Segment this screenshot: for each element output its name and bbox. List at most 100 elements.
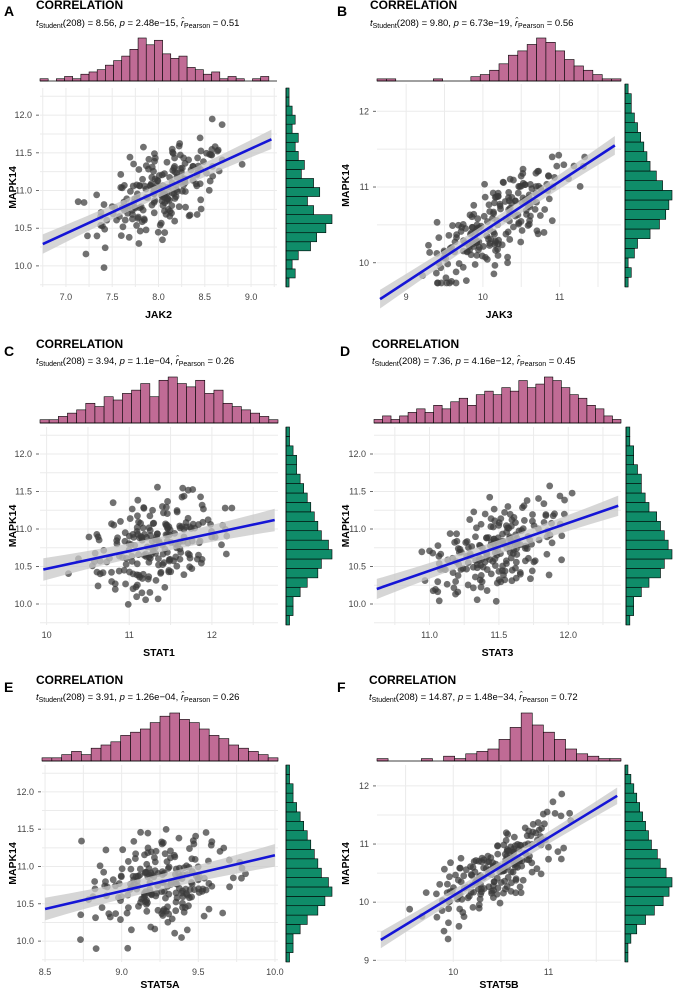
- panel-e-point: [77, 936, 84, 944]
- panel-a-point: [126, 153, 134, 161]
- panel-f-top-bar: [498, 739, 511, 762]
- panel-c-point: [95, 536, 103, 544]
- panel-a-point: [205, 186, 213, 194]
- panel-b-point: [555, 151, 563, 159]
- panel-e-right-bar: [285, 905, 319, 916]
- panel-a-point: [139, 175, 146, 183]
- panel-c-point: [182, 523, 190, 531]
- panel-a-top-bar: [211, 71, 221, 82]
- panel-b-point: [471, 261, 479, 268]
- panel-d-point: [521, 557, 529, 565]
- panel-a-right-bar: [285, 250, 299, 261]
- panel-f-point: [445, 905, 453, 913]
- panel-b-point: [475, 246, 482, 254]
- panel-e-point: [151, 925, 159, 933]
- panel-d-point: [502, 557, 510, 565]
- panel-b-point: [438, 279, 445, 287]
- panel-c-point: [228, 504, 236, 512]
- panel-d-y-axis-title: MAPK14: [340, 505, 352, 548]
- panel-f-point: [496, 899, 504, 907]
- panel-a-top-bar: [64, 76, 73, 82]
- panel-e-right-bar: [285, 877, 329, 888]
- panel-f-point: [462, 866, 470, 874]
- panel-f-point: [476, 895, 484, 903]
- panel-f-point: [557, 812, 565, 820]
- panel-f-point: [456, 905, 464, 913]
- panel-d-top-bar: [612, 419, 622, 424]
- panel-f-point: [457, 854, 465, 862]
- panel-f-point: [460, 872, 468, 880]
- panel-a-y-tick-label: 11.0: [15, 186, 32, 196]
- panel-f-point: [510, 833, 518, 841]
- panel-f-point: [433, 890, 440, 898]
- panel-f-y-tick-label: 9: [364, 955, 369, 965]
- panel-f-point: [512, 876, 520, 884]
- panel-f-point: [557, 855, 565, 863]
- panel-a-right-bar: [285, 241, 311, 252]
- panel-d-right-bar: [625, 586, 642, 598]
- panel-a-right-histogram: [285, 87, 333, 288]
- panel-e-top-bar: [90, 747, 102, 762]
- panel-c-top-bar: [213, 389, 224, 424]
- panel-e-point: [118, 865, 126, 873]
- panel-c-point: [176, 555, 184, 563]
- panel-d-point: [489, 523, 497, 531]
- panel-a-x-tick-label: 7.0: [60, 292, 73, 302]
- panel-d-point: [466, 516, 474, 523]
- panel-a-right-bar: [285, 160, 305, 170]
- panel-e-point: [141, 851, 148, 859]
- panel-d-right-bar: [625, 426, 631, 437]
- panel-e-point: [147, 869, 155, 877]
- panel-e-point: [175, 834, 183, 842]
- panel-d-point: [486, 493, 494, 501]
- panel-f-x-tick-label: 11: [544, 967, 553, 977]
- panel-b-point: [426, 249, 434, 256]
- panel-d-point: [471, 573, 479, 581]
- panel-d-right-bar: [625, 520, 661, 532]
- panel-f-top-histogram: [376, 712, 622, 762]
- panel-e-point: [151, 858, 159, 866]
- panel-d-right-bar: [625, 539, 669, 550]
- panel-f-point: [469, 864, 477, 871]
- panel-d-point: [520, 502, 528, 510]
- panel-c-point: [145, 558, 153, 566]
- panel-b-x-tick-label: 10: [478, 292, 488, 302]
- panel-e-point: [179, 893, 187, 901]
- panel-c-right-bar: [285, 426, 290, 437]
- panel-d-point: [451, 539, 459, 546]
- panel-c-right-bar: [285, 586, 301, 598]
- panel-a-x-axis-title: JAK2: [145, 309, 172, 321]
- panel-e-stats: tStudent(208) = 3.91, p = 1.26e−04, r̂Pe…: [36, 691, 239, 704]
- panel-c-point: [146, 512, 154, 520]
- panel-a-right-bar: [285, 105, 293, 116]
- panel-c-x-tick-label: 11: [125, 630, 134, 640]
- panel-b-right-bar: [624, 93, 632, 104]
- panel-d-point: [561, 496, 568, 504]
- panel-f-y-axis-title: MAPK14: [340, 842, 352, 885]
- panel-d: D CORRELATION tStudent(208) = 7.36, p = 4.…: [340, 337, 673, 659]
- panel-f-point: [521, 824, 529, 832]
- panel-b-x-axis-title: JAK3: [486, 309, 513, 321]
- panel-e-point: [181, 904, 189, 911]
- panel-d-point: [435, 597, 443, 605]
- panel-e-point: [168, 915, 176, 923]
- panel-c-right-bar: [285, 577, 308, 588]
- panel-d-top-bar: [475, 394, 486, 424]
- panel-b-right-bar: [624, 141, 645, 152]
- panel-a-point: [101, 244, 109, 252]
- panel-f-top-bar: [465, 753, 478, 762]
- panel-e-point: [127, 926, 135, 934]
- panel-c-point: [162, 521, 170, 529]
- panel-c-top-histogram: [39, 376, 279, 424]
- panel-e-top-bar: [120, 735, 131, 762]
- panel-b-point: [494, 252, 502, 259]
- panel-b-title: CORRELATION: [370, 0, 457, 12]
- panel-a-point: [135, 240, 143, 247]
- panel-c-right-bar: [285, 502, 312, 513]
- panel-a-point: [175, 203, 183, 211]
- panel-f-point: [455, 922, 463, 930]
- panel-a-point: [161, 207, 168, 215]
- panel-e-right-bar: [285, 942, 294, 953]
- panel-e-top-bar: [218, 738, 230, 762]
- panel-b-point: [494, 192, 502, 200]
